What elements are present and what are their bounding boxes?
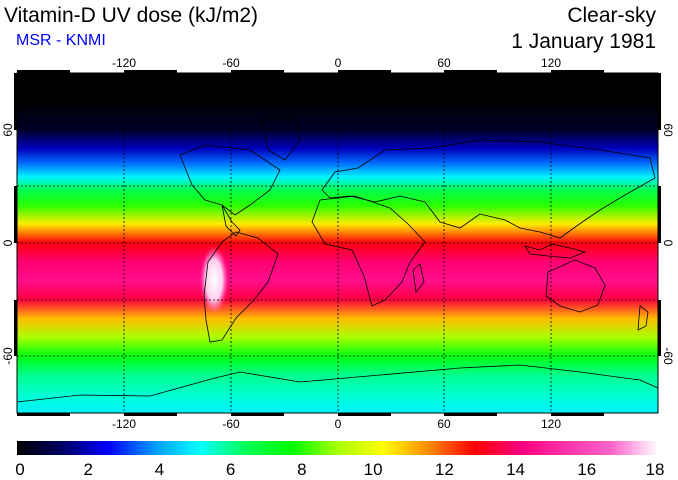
lon-labels: -120 -60 0 60 120 -120 -60 0 60 120 bbox=[112, 56, 561, 431]
graticule bbox=[17, 73, 658, 413]
antarctica-coast bbox=[17, 364, 658, 403]
coastlines bbox=[17, 117, 658, 403]
lat-labels: 60 0 -60 60 0 -60 bbox=[1, 123, 675, 365]
madagascar-coast bbox=[412, 263, 425, 293]
colorbar bbox=[17, 441, 658, 455]
colorbar-tick-label: 18 bbox=[645, 460, 665, 479]
lon-tick-label: -60 bbox=[222, 56, 240, 70]
colorbar-tick-label: 14 bbox=[506, 460, 526, 479]
lon-tick-label: -120 bbox=[112, 417, 136, 431]
lon-tick-label: 0 bbox=[335, 417, 342, 431]
colorbar-tick-label: 8 bbox=[297, 460, 307, 479]
south-america-coast bbox=[203, 231, 279, 343]
lat-tick-label: 60 bbox=[1, 123, 15, 137]
world-map: -120 -60 0 60 120 -120 -60 0 60 120 60 0… bbox=[1, 56, 675, 431]
lon-tick-label: 120 bbox=[541, 417, 561, 431]
lon-tick-label: 60 bbox=[437, 417, 451, 431]
lat-tick-label: -60 bbox=[1, 347, 15, 365]
colorbar-tick-label: 2 bbox=[83, 460, 93, 479]
lat-tick-label: 60 bbox=[661, 123, 675, 137]
north-america-coast bbox=[179, 144, 281, 216]
colorbar-tick-label: 6 bbox=[225, 460, 236, 479]
lat-tick-label: -60 bbox=[661, 347, 675, 365]
eurasia-coast bbox=[321, 139, 656, 239]
frame-ticks-bottom bbox=[17, 413, 604, 416]
australia-coast bbox=[545, 259, 606, 313]
lon-tick-label: -120 bbox=[112, 56, 136, 70]
greenland-coast bbox=[261, 117, 301, 161]
colorbar-tick-label: 10 bbox=[363, 460, 383, 479]
lon-tick-label: -60 bbox=[222, 417, 240, 431]
colorbar-tick-label: 4 bbox=[154, 460, 165, 479]
sky-condition-label: Clear-sky bbox=[567, 4, 656, 27]
colorbar-tick-label: 12 bbox=[434, 460, 454, 479]
colorbar-tick-label: 0 bbox=[15, 460, 25, 479]
lon-tick-label: 0 bbox=[335, 56, 342, 70]
colorbar-tick-label: 16 bbox=[577, 460, 597, 479]
map-title: Vitamin-D UV dose (kJ/m2) bbox=[4, 4, 259, 27]
andes-peak-area bbox=[200, 246, 228, 314]
data-source-label: MSR - KNMI bbox=[16, 32, 106, 49]
map-frame bbox=[14, 70, 661, 416]
lon-tick-label: 120 bbox=[541, 56, 561, 70]
lat-tick-label: 0 bbox=[661, 240, 675, 247]
frame-ticks-top bbox=[17, 70, 604, 73]
frame-ticks-sides bbox=[14, 73, 661, 356]
date-label: 1 January 1981 bbox=[511, 30, 656, 53]
new-zealand-coast bbox=[637, 305, 649, 331]
lat-tick-label: 0 bbox=[1, 239, 15, 246]
lon-tick-label: 60 bbox=[437, 56, 451, 70]
africa-coast bbox=[311, 195, 426, 307]
indonesia-coast bbox=[524, 243, 587, 259]
central-america-coast bbox=[221, 204, 241, 237]
